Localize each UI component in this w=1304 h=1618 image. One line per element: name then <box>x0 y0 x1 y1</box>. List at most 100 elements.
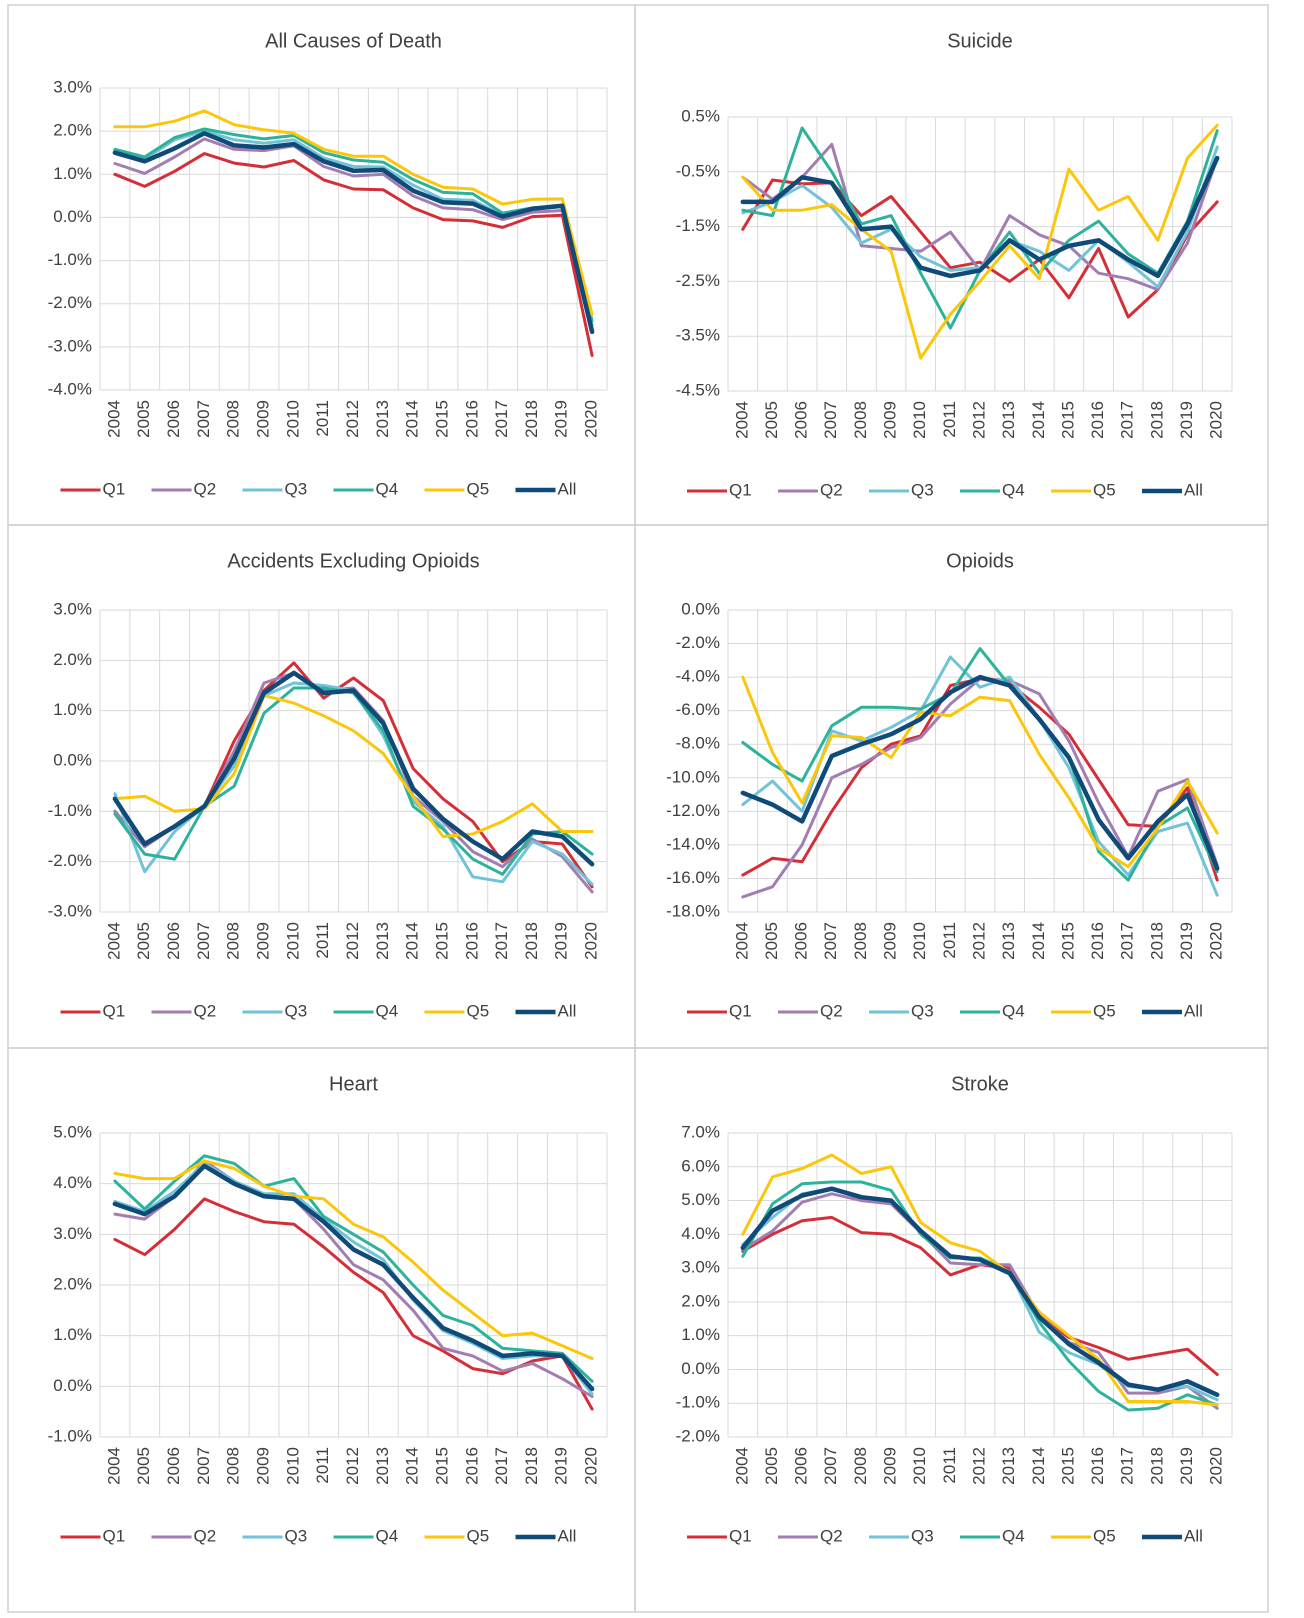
x-tick-label: 2012 <box>343 922 362 960</box>
legend-label: Q3 <box>285 479 308 498</box>
x-tick-label: 2013 <box>373 400 392 438</box>
legend-item: All <box>1142 1001 1203 1020</box>
x-tick-label: 2015 <box>432 922 451 960</box>
x-tick-label: 2005 <box>134 1447 153 1485</box>
x-tick-label: 2010 <box>910 922 929 960</box>
x-tick-label: 2009 <box>881 922 900 960</box>
x-tick-label: 2020 <box>582 400 601 438</box>
y-tick-label: 2.0% <box>53 121 92 140</box>
x-tick-label: 2007 <box>194 922 213 960</box>
series-line <box>113 681 594 886</box>
legend-item: Q4 <box>333 1001 398 1020</box>
legend-item: Q5 <box>1051 480 1116 499</box>
y-tick-label: 4.0% <box>53 1173 92 1192</box>
series-line <box>741 1215 1219 1376</box>
legend-item: All <box>515 479 576 498</box>
legend-label: Q1 <box>729 480 752 499</box>
series-line <box>113 137 594 332</box>
x-tick-label: 2014 <box>403 922 422 960</box>
y-tick-label: 2.0% <box>53 650 92 669</box>
x-tick-label: 2010 <box>283 922 302 960</box>
y-tick-label: 1.0% <box>53 700 92 719</box>
x-tick-label: 2017 <box>492 922 511 960</box>
x-tick-label: 2012 <box>969 401 988 439</box>
y-tick-label: -2.0% <box>48 293 92 312</box>
x-tick-label: 2019 <box>1177 401 1196 439</box>
x-tick-label: 2014 <box>1029 1447 1048 1485</box>
x-tick-label: 2014 <box>1029 922 1048 960</box>
legend-label: Q5 <box>467 479 490 498</box>
x-tick-label: 2009 <box>254 400 273 438</box>
x-tick-label: 2013 <box>999 922 1018 960</box>
series-line <box>113 1197 594 1411</box>
legend-label: Q3 <box>911 480 934 499</box>
x-tick-label: 2008 <box>851 922 870 960</box>
legend-label: Q4 <box>376 479 399 498</box>
legend-label: All <box>558 1001 577 1020</box>
series-line <box>113 686 594 876</box>
legend-label: Q4 <box>1002 1526 1025 1545</box>
x-tick-label: 2017 <box>1118 1447 1137 1485</box>
legend-item: Q2 <box>151 1001 217 1020</box>
x-tick-label: 2017 <box>492 400 511 438</box>
x-tick-label: 2006 <box>164 400 183 438</box>
legend-item: Q1 <box>60 1001 125 1020</box>
legend-item: Q1 <box>687 1526 752 1545</box>
legend-label: Q1 <box>103 479 126 498</box>
chart-panel: Accidents Excluding Opioids 3.0% 2.0% 1.0% 0… <box>7 524 636 1049</box>
chart-title: Heart <box>329 1073 378 1095</box>
legend-item: Q3 <box>242 1526 307 1545</box>
x-tick-label: 2007 <box>194 1447 213 1485</box>
x-tick-label: 2018 <box>1147 401 1166 439</box>
legend-label: All <box>1184 1001 1203 1020</box>
series-line <box>741 126 1219 330</box>
x-tick-label: 2019 <box>552 400 571 438</box>
x-tick-label: 2010 <box>283 400 302 438</box>
legend-label: Q2 <box>194 1001 217 1020</box>
x-tick-label: 2007 <box>194 400 213 438</box>
legend-item: Q2 <box>778 1001 843 1020</box>
x-tick-label: 2011 <box>940 1447 959 1484</box>
legend-item: Q1 <box>687 480 752 499</box>
legend-item: Q5 <box>424 1001 489 1020</box>
y-tick-label: -10.0% <box>666 767 720 786</box>
series-line <box>741 675 1219 869</box>
x-tick-label: 2010 <box>910 401 929 439</box>
y-tick-label: -1.0% <box>48 1426 92 1445</box>
legend-label: Q1 <box>103 1526 126 1545</box>
y-tick-label: -3.5% <box>676 326 720 345</box>
y-tick-label: 3.0% <box>53 599 92 618</box>
series-line <box>113 127 594 323</box>
chart-panel: Heart 5.0% 4.0% 3.0% 2.0% 1.0% 0.0% -1.0% 2004 20… <box>7 1047 636 1613</box>
x-tick-label: 2020 <box>1207 922 1226 960</box>
legend-label: All <box>558 1526 577 1545</box>
y-tick-label: -0.5% <box>676 161 720 180</box>
y-tick-label: -3.0% <box>48 336 92 355</box>
x-tick-label: 2015 <box>1058 401 1077 439</box>
x-tick-label: 2009 <box>254 1447 273 1485</box>
legend-label: Q1 <box>729 1001 752 1020</box>
x-tick-label: 2008 <box>851 1447 870 1485</box>
legend-label: Q2 <box>820 1526 843 1545</box>
legend-item: Q2 <box>151 1526 216 1545</box>
y-tick-label: 5.0% <box>681 1190 720 1209</box>
x-tick-label: 2017 <box>492 1447 511 1485</box>
panel-border <box>634 1047 1269 1613</box>
y-tick-label: 3.0% <box>53 1224 92 1243</box>
legend-label: Q1 <box>729 1526 752 1545</box>
chart-title: Opioids <box>946 550 1014 572</box>
y-tick-label: -1.0% <box>48 250 92 269</box>
legend-item: Q4 <box>960 480 1025 499</box>
y-tick-label: 0.5% <box>681 106 720 125</box>
x-tick-label: 2018 <box>1147 1447 1166 1485</box>
x-tick-label: 2004 <box>732 1447 751 1485</box>
x-tick-label: 2006 <box>792 1447 811 1485</box>
legend-label: Q5 <box>1093 1526 1116 1545</box>
x-tick-label: 2016 <box>462 400 481 438</box>
y-tick-label: 3.0% <box>681 1258 720 1277</box>
y-tick-label: 7.0% <box>681 1122 720 1141</box>
chart-panel: Opioids 0.0% -2.0% -4.0% -6.0% -8.0% -10.0% -12… <box>634 524 1269 1049</box>
x-tick-label: 2005 <box>762 401 781 439</box>
series-line <box>113 661 594 889</box>
x-tick-label: 2015 <box>1058 1447 1077 1485</box>
